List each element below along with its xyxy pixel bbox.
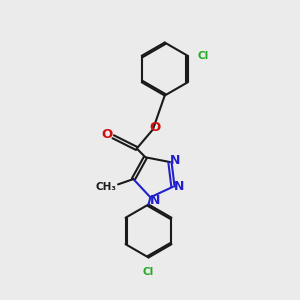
- Text: Cl: Cl: [143, 267, 154, 277]
- Text: CH₃: CH₃: [96, 182, 117, 192]
- Text: N: N: [170, 154, 180, 167]
- Text: O: O: [101, 128, 112, 141]
- Text: O: O: [149, 121, 160, 134]
- Text: N: N: [150, 194, 160, 207]
- Text: N: N: [174, 180, 184, 193]
- Text: Cl: Cl: [197, 51, 208, 61]
